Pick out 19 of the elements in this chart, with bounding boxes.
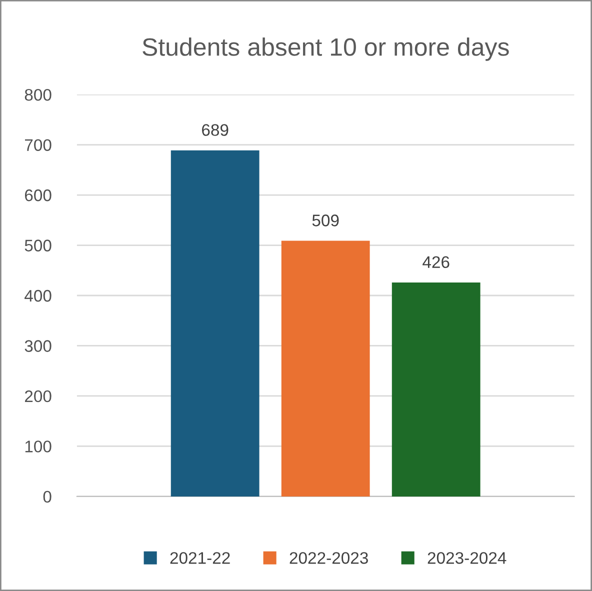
- data-label: 426: [422, 256, 450, 268]
- bar: [281, 240, 370, 496]
- y-tick-label: 0: [43, 490, 52, 503]
- y-tick-label: 600: [25, 189, 52, 202]
- chart-title: Students absent 10 or more days: [142, 38, 509, 61]
- data-label: 689: [202, 124, 228, 136]
- data-label: 509: [312, 214, 339, 226]
- y-tick-label: 100: [25, 440, 52, 452]
- y-tick-label: 200: [24, 390, 52, 402]
- y-tick-label: 500: [24, 240, 52, 252]
- y-tick-label: 800: [24, 88, 52, 101]
- y-tick-label: 700: [25, 139, 52, 151]
- bar: [170, 150, 260, 496]
- y-tick-label: 300: [24, 340, 52, 352]
- legend-label: 2021-22: [170, 552, 230, 564]
- legend-label: 2023-2024: [428, 552, 506, 564]
- bar: [392, 282, 480, 496]
- legend-label: 2022-2023: [290, 552, 368, 564]
- y-tick-label: 400: [24, 290, 52, 302]
